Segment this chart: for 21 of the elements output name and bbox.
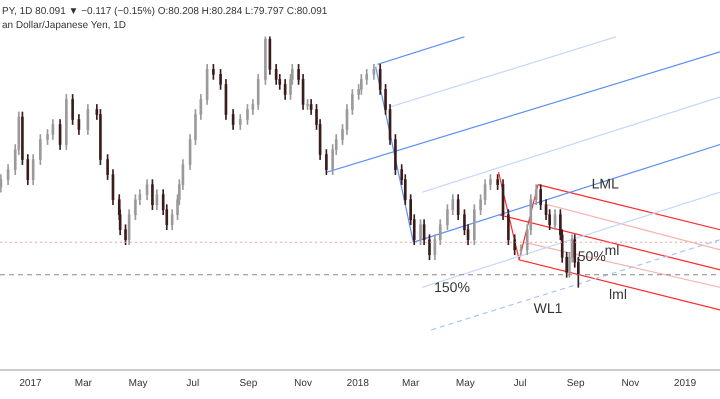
text: WL1 <box>534 300 562 316</box>
x-tick-label: Jul <box>514 378 526 389</box>
annotation: LML <box>592 175 620 192</box>
annotation: 50% <box>578 248 606 264</box>
x-tick-label: Nov <box>621 378 640 389</box>
x-tick-label: Sep <box>239 378 258 389</box>
annotation: lml <box>609 286 627 302</box>
chart-title: an Dollar/Japanese Yen, 1D <box>2 20 126 31</box>
x-tick-label: Mar <box>74 378 93 389</box>
x-tick-label: 2019 <box>674 378 697 389</box>
x-tick-label: 2018 <box>346 378 370 389</box>
x-tick-label: May <box>128 378 148 389</box>
x-tick-label: Jul <box>186 378 200 389</box>
x-tick-label: May <box>456 378 475 389</box>
chart-subtitle: PY, 1D 80.091 ▼ −0.117 (−0.15%) O:80.208 H:80.284 L:79.797 C:80.091 <box>2 6 328 17</box>
x-tick-label: Mar <box>402 378 420 389</box>
x-tick-label: 2017 <box>19 378 42 389</box>
annotation: 150% <box>434 279 470 295</box>
annotation: ml <box>604 242 620 258</box>
x-tick-label: Sep <box>566 378 585 389</box>
x-tick-label: Nov <box>294 378 312 389</box>
